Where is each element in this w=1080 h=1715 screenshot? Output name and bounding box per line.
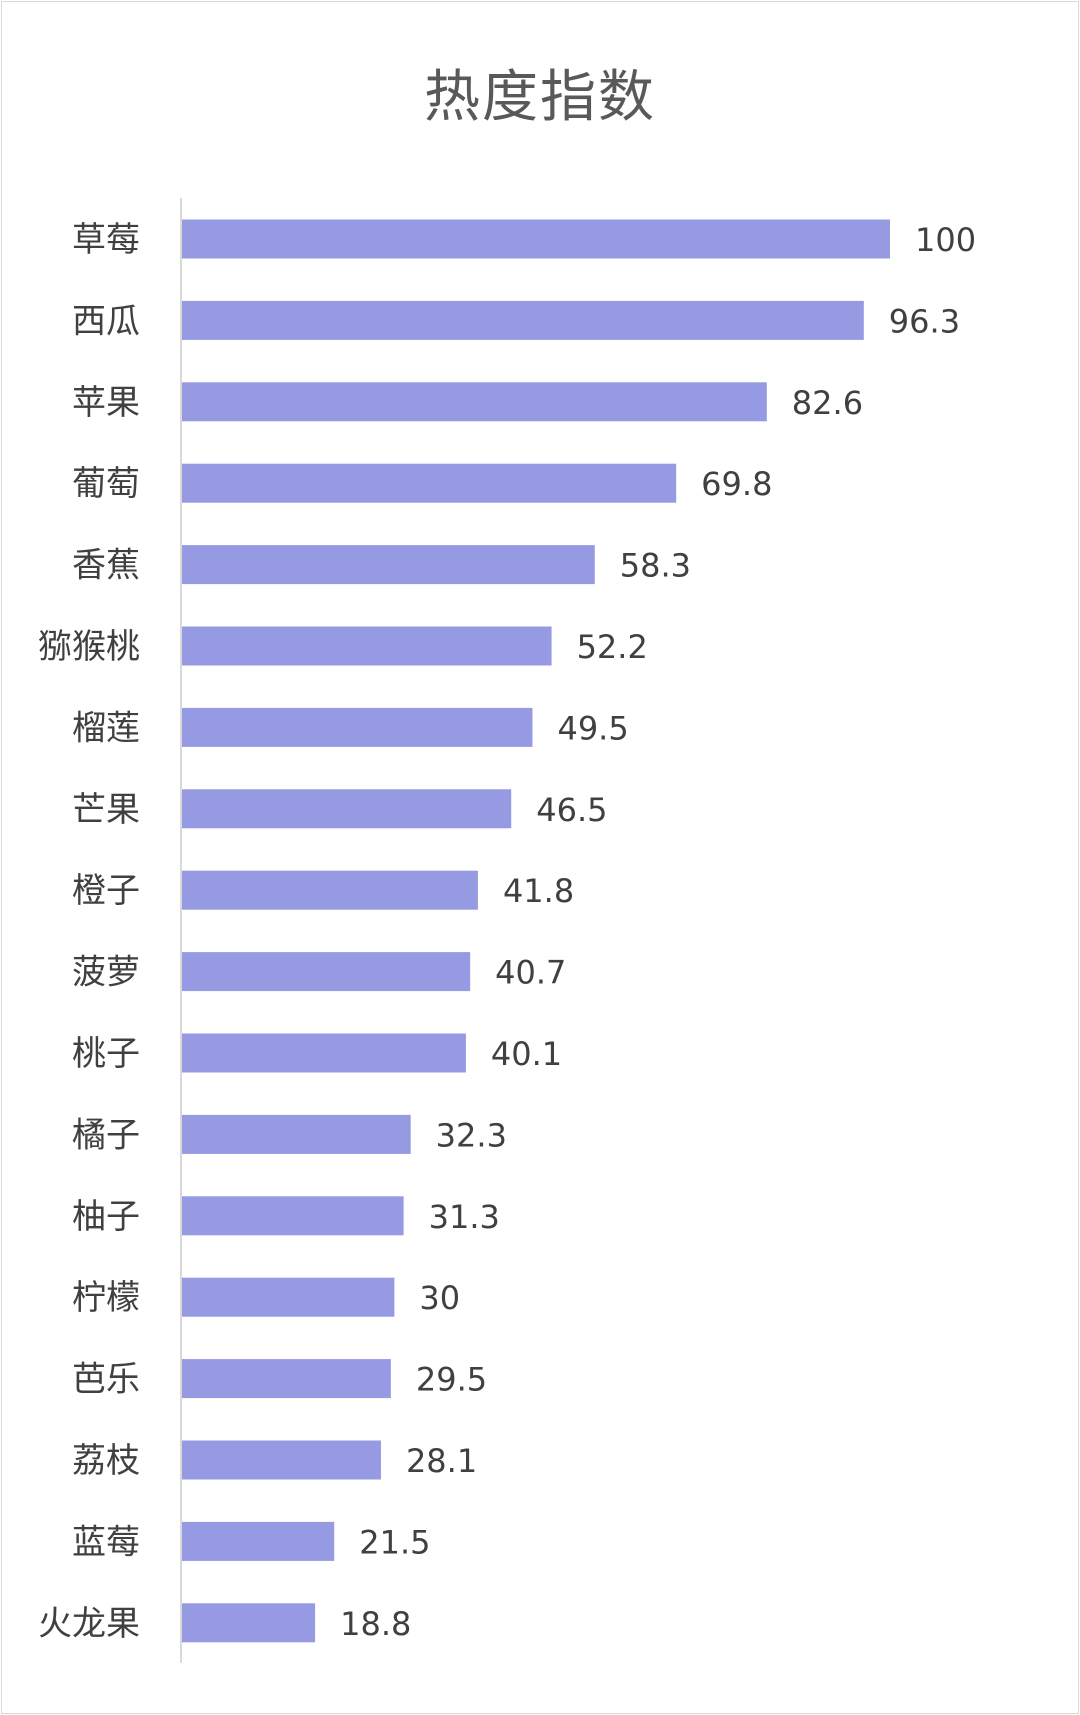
value-label: 58.3: [620, 547, 691, 585]
category-label: 蓝莓: [72, 1522, 140, 1562]
category-label: 香蕉: [72, 546, 140, 586]
category-label: 苹果: [72, 383, 140, 423]
category-label: 葡萄: [72, 464, 140, 504]
value-label: 18.8: [340, 1605, 411, 1643]
bar-16: [182, 1521, 335, 1561]
bar-15: [182, 1440, 381, 1480]
value-label: 32.3: [436, 1116, 507, 1154]
value-labels: 100 96.3 82.6 69.8 58.3 52.2 49.5 46.5 41.8 40.7 4…: [340, 221, 976, 1643]
value-label: 41.8: [503, 872, 574, 910]
bar-17: [182, 1603, 316, 1643]
value-label: 52.2: [577, 628, 648, 666]
bar-7: [182, 789, 512, 829]
category-label: 荔枝: [72, 1441, 140, 1481]
bars-layer: [182, 219, 890, 1643]
category-label: 菠萝: [72, 953, 140, 993]
bar-3: [182, 463, 677, 503]
category-label: 榴莲: [72, 708, 140, 748]
bar-9: [182, 952, 471, 992]
value-label: 82.6: [792, 384, 863, 422]
value-label: 30: [419, 1279, 460, 1317]
value-label: 100: [915, 221, 976, 259]
value-label: 40.1: [491, 1035, 562, 1073]
value-label: 28.1: [406, 1442, 477, 1480]
category-label: 猕猴桃: [38, 627, 140, 667]
category-label: 火龙果: [38, 1604, 140, 1644]
category-label: 橘子: [72, 1115, 140, 1155]
bar-8: [182, 870, 478, 910]
category-label: 柚子: [72, 1197, 140, 1237]
bar-4: [182, 545, 595, 585]
value-label: 69.8: [701, 465, 772, 503]
value-label: 31.3: [429, 1198, 500, 1236]
bar-13: [182, 1277, 395, 1317]
category-label: 桃子: [72, 1034, 140, 1074]
bar-2: [182, 382, 767, 422]
bar-6: [182, 707, 533, 747]
category-label: 芒果: [72, 790, 140, 830]
category-label: 柠檬: [72, 1278, 140, 1318]
value-label: 40.7: [495, 954, 566, 992]
bar-5: [182, 626, 552, 666]
value-label: 49.5: [557, 709, 628, 747]
bar-10: [182, 1033, 466, 1073]
bar-11: [182, 1114, 411, 1154]
category-label: 西瓜: [72, 301, 140, 341]
bar-14: [182, 1359, 391, 1399]
value-label: 46.5: [536, 791, 607, 829]
value-label: 21.5: [359, 1523, 430, 1561]
bar-1: [182, 300, 864, 340]
category-label: 草莓: [72, 220, 140, 260]
category-label: 芭乐: [72, 1360, 140, 1400]
chart-title: 热度指数: [424, 65, 656, 130]
category-label: 橙子: [72, 871, 140, 911]
bar-12: [182, 1196, 404, 1236]
value-label: 29.5: [416, 1361, 487, 1399]
bar-0: [182, 219, 890, 259]
value-label: 96.3: [889, 302, 960, 340]
